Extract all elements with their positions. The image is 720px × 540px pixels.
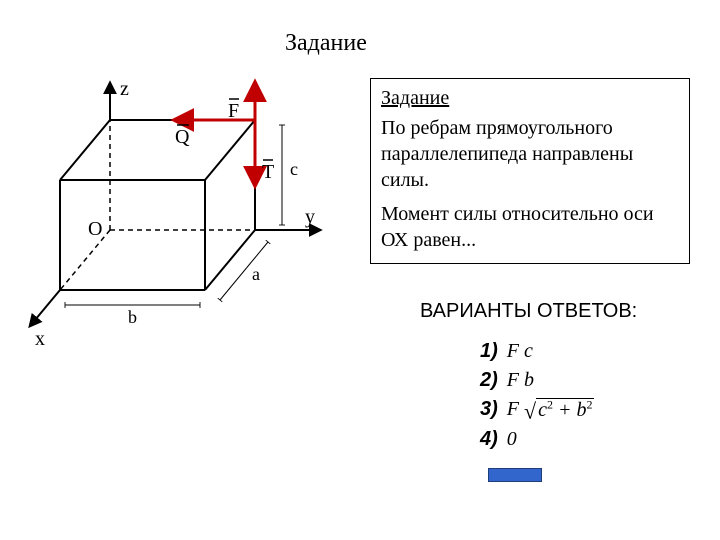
variants-title: ВАРИАНТЫ ОТВЕТОВ: [420, 300, 637, 323]
force-t-label: T [262, 161, 274, 183]
sqrt-expression: √c2 + b2 [524, 399, 594, 423]
axis-y-label: y [305, 206, 315, 228]
origin-label: O [88, 218, 102, 240]
task-line-1: По ребрам прямоугольного параллелепипеда… [381, 115, 679, 193]
task-box: Задание По ребрам прямоугольного паралле… [370, 78, 690, 264]
answer-2-val: F b [507, 369, 534, 391]
answer-4: 4) 0 [480, 428, 594, 451]
parallelepiped-diagram: z y x O F Q T a b c [20, 75, 350, 355]
page-title: Задание [285, 30, 367, 57]
answer-1-val: F c [507, 340, 533, 362]
axis-x-label: x [35, 328, 45, 350]
answer-4-val: 0 [507, 428, 517, 450]
axis-z-label: z [120, 78, 129, 100]
answer-2-num: 2) [480, 369, 498, 391]
dim-c-label: c [290, 159, 298, 179]
answer-4-num: 4) [480, 428, 498, 450]
answer-3: 3) F √c2 + b2 [480, 398, 594, 422]
force-q-label: Q [175, 126, 190, 148]
dim-a-label: a [252, 264, 260, 284]
answer-2: 2) F b [480, 369, 594, 392]
task-heading: Задание [381, 85, 679, 111]
task-line-2: Момент силы относительно оси ОХ равен... [381, 201, 679, 253]
answer-1-num: 1) [480, 340, 498, 362]
dim-b-label: b [128, 307, 137, 327]
answer-1: 1) F c [480, 340, 594, 363]
highlight-bar [488, 468, 542, 482]
answer-3-f: F [507, 398, 519, 420]
answers-list: 1) F c 2) F b 3) F √c2 + b2 4) 0 [480, 340, 594, 457]
answer-3-num: 3) [480, 398, 498, 420]
